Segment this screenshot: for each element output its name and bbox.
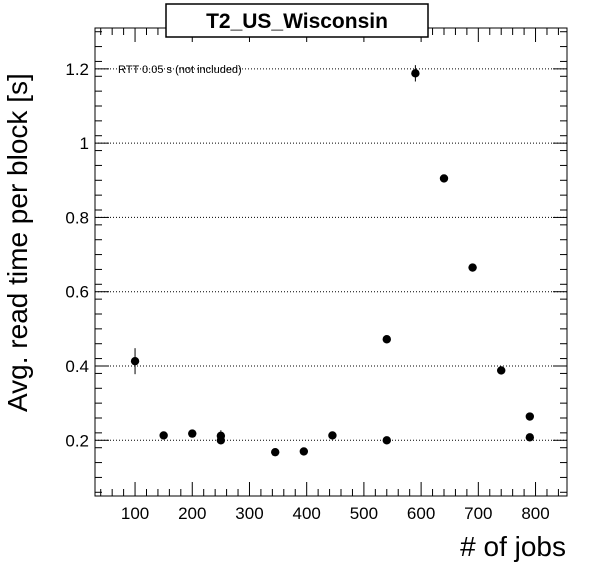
x-tick-label: 300 xyxy=(235,504,263,523)
x-tick-label: 600 xyxy=(407,504,435,523)
chart-title: T2_US_Wisconsin xyxy=(206,10,388,33)
y-axis-title: Avg. read time per block [s] xyxy=(2,73,33,412)
data-point xyxy=(271,447,280,457)
data-point xyxy=(216,436,226,445)
data-point xyxy=(159,431,168,440)
data-point xyxy=(439,174,449,183)
x-tick-label: 800 xyxy=(521,504,549,523)
data-point xyxy=(525,412,535,421)
annotation: RTT 0.05 s (not included) xyxy=(118,64,242,76)
y-tick-label: 1 xyxy=(80,134,89,153)
data-point xyxy=(299,447,309,456)
data-point xyxy=(188,429,197,438)
y-tick-label: 0.2 xyxy=(65,431,89,450)
y-tick-label: 0.6 xyxy=(65,283,89,302)
y-tick-label: 0.8 xyxy=(65,208,89,227)
y-tick-label: 0.4 xyxy=(65,357,89,376)
data-point xyxy=(382,436,391,445)
x-tick-label: 400 xyxy=(292,504,320,523)
points-layer xyxy=(130,65,535,457)
title-box xyxy=(165,3,429,38)
data-point xyxy=(497,366,506,375)
grid-layer xyxy=(95,68,567,441)
y-tick-label: 1.2 xyxy=(65,60,89,79)
x-tick-label: 100 xyxy=(121,504,149,523)
data-point xyxy=(468,263,477,272)
x-tick-label: 700 xyxy=(464,504,492,523)
x-axis-title: # of jobs xyxy=(460,531,566,562)
ticks-layer: 0.2 0.4 0.6 0.8 1 1.2 100 200 300 400 500 600 700 800 xyxy=(65,28,567,523)
data-point xyxy=(130,356,140,366)
x-tick-label: 200 xyxy=(178,504,206,523)
data-point xyxy=(328,431,337,440)
x-tick-label: 500 xyxy=(350,504,378,523)
data-point xyxy=(411,69,420,78)
plot-frame xyxy=(94,27,568,497)
data-point xyxy=(382,335,391,344)
data-point xyxy=(525,433,535,442)
